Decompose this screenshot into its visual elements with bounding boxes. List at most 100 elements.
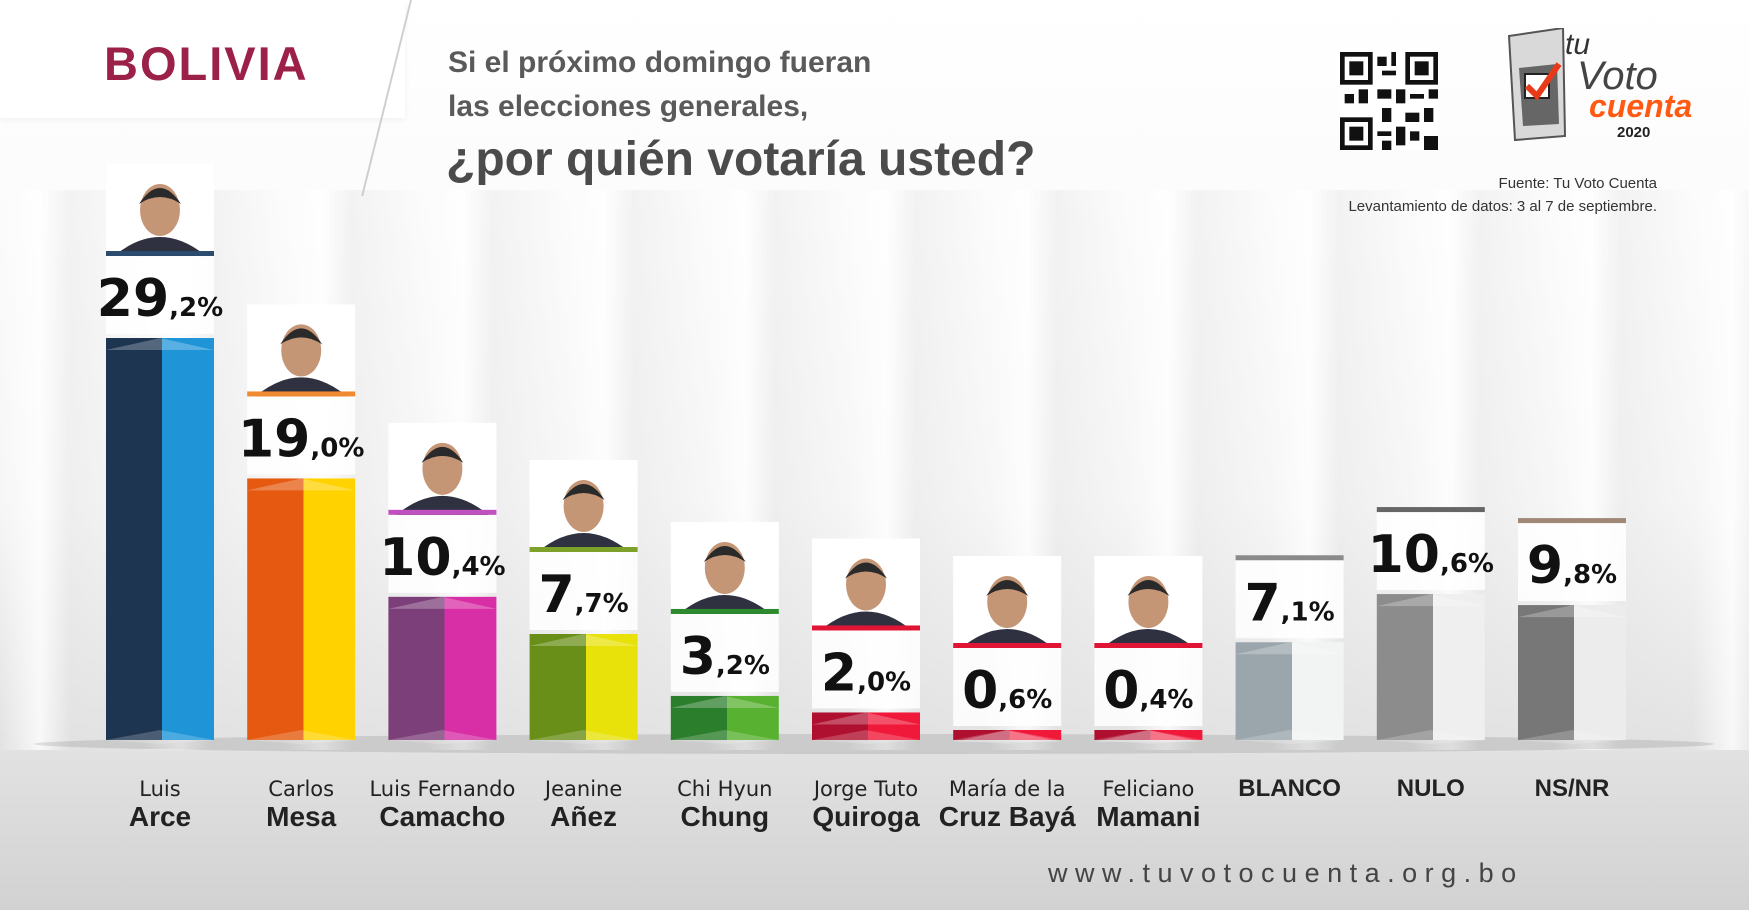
candidate-photo-hair-7 bbox=[1127, 580, 1170, 596]
value-label-whole-2: 10 bbox=[379, 528, 451, 588]
value-label-9: 10,6% bbox=[1368, 525, 1494, 585]
bar-3 bbox=[529, 633, 638, 740]
category-label-line1-5: Jorge Tuto bbox=[813, 777, 919, 801]
candidate-photo-hair-0 bbox=[139, 188, 181, 205]
value-label-decimal-10: ,8% bbox=[1563, 560, 1617, 590]
value-label-whole-3: 7 bbox=[538, 565, 574, 625]
category-label-line2-8: BLANCO bbox=[1238, 775, 1341, 802]
value-label-1: 19,0% bbox=[238, 409, 364, 469]
value-label-10: 9,8% bbox=[1527, 536, 1617, 596]
value-label-bg-10 bbox=[1518, 523, 1626, 602]
value-label-5: 2,0% bbox=[821, 643, 911, 703]
bar-10 bbox=[1518, 605, 1626, 740]
bar-bottom-6 bbox=[953, 730, 1062, 744]
category-label-line2-9: NULO bbox=[1396, 775, 1465, 802]
photo-stripe-1 bbox=[247, 391, 356, 397]
value-label-whole-5: 2 bbox=[821, 643, 857, 703]
question-line-2: las elecciones generales, bbox=[448, 90, 809, 123]
source-line-2: Levantamiento de datos: 3 al 7 de septie… bbox=[1348, 198, 1657, 215]
bar-0 bbox=[106, 338, 214, 740]
bar-top-9 bbox=[1376, 594, 1485, 607]
bar-bottom-4 bbox=[670, 730, 779, 744]
bar-4 bbox=[670, 695, 779, 740]
bar-top-2 bbox=[388, 596, 497, 609]
value-label-decimal-3: ,7% bbox=[575, 589, 629, 619]
bar-1 bbox=[247, 478, 356, 740]
logo-text-tu: tu bbox=[1565, 28, 1591, 61]
value-label-bg-1 bbox=[247, 396, 356, 475]
category-label-line1-2: Luis Fernando bbox=[369, 777, 516, 801]
value-label-whole-0: 29 bbox=[97, 269, 169, 329]
value-label-decimal-8: ,1% bbox=[1281, 597, 1335, 627]
value-label-decimal-7: ,4% bbox=[1139, 685, 1193, 715]
value-label-2: 10,4% bbox=[379, 528, 505, 588]
value-label-bg-9 bbox=[1376, 512, 1485, 591]
category-label-line2-10: NS/NR bbox=[1534, 775, 1610, 802]
value-label-decimal-6: ,6% bbox=[998, 685, 1052, 715]
photo-stripe-6 bbox=[953, 643, 1062, 648]
value-label-bg-8 bbox=[1235, 560, 1344, 639]
footer-url[interactable]: www.tuvotocuenta.org.bo bbox=[1048, 858, 1524, 888]
bar-top-1 bbox=[247, 478, 356, 491]
candidate-photo-hair-4 bbox=[703, 545, 746, 562]
photo-stripe-7 bbox=[1094, 643, 1203, 648]
bar-top-5 bbox=[812, 712, 920, 725]
value-label-7: 0,4% bbox=[1103, 661, 1193, 721]
category-label-line2-1: Mesa bbox=[266, 801, 337, 832]
candidate-photo-hair-3 bbox=[562, 483, 605, 500]
bar-8 bbox=[1235, 642, 1344, 740]
bar-top-8 bbox=[1235, 642, 1344, 655]
bar-top-4 bbox=[670, 695, 779, 708]
value-label-bg-4 bbox=[670, 613, 779, 692]
category-label-line2-6: Cruz Bayá bbox=[938, 801, 1076, 832]
category-label-line2-0: Arce bbox=[128, 801, 192, 832]
value-label-whole-10: 9 bbox=[1527, 536, 1563, 596]
value-label-decimal-1: ,0% bbox=[310, 433, 364, 463]
bar-6 bbox=[953, 730, 1062, 740]
country-panel: BOLIVIA bbox=[0, 0, 405, 118]
category-label-line2-5: Quiroga bbox=[812, 801, 920, 832]
ballot-box-logo-icon: tu Voto cuenta 2020 bbox=[1505, 28, 1692, 146]
category-label-line1-7: Feliciano bbox=[1102, 777, 1195, 801]
value-label-bg-2 bbox=[388, 514, 497, 593]
value-label-bg-5 bbox=[812, 630, 920, 709]
category-label-line1-1: Carlos bbox=[268, 777, 335, 801]
value-label-whole-1: 19 bbox=[238, 409, 310, 469]
bar-bottom-9 bbox=[1376, 730, 1485, 744]
category-label-line2-4: Chung bbox=[680, 801, 770, 832]
question-line-1: Si el próximo domingo fueran bbox=[448, 46, 872, 79]
value-stripe-10 bbox=[1518, 518, 1626, 524]
value-label-decimal-0: ,2% bbox=[169, 293, 223, 323]
value-stripe-9 bbox=[1376, 507, 1485, 513]
value-stripe-8 bbox=[1235, 555, 1344, 561]
value-label-decimal-9: ,6% bbox=[1440, 549, 1494, 579]
category-label-line2-3: Añez bbox=[550, 801, 618, 832]
category-label-line2-2: Camacho bbox=[379, 801, 506, 832]
value-label-whole-4: 3 bbox=[680, 627, 716, 687]
question-line-3: ¿por quién votaría usted? bbox=[446, 133, 1036, 186]
photo-stripe-5 bbox=[812, 625, 920, 631]
value-label-whole-9: 10 bbox=[1368, 525, 1440, 585]
value-label-bg-6 bbox=[953, 648, 1062, 726]
value-label-decimal-5: ,0% bbox=[857, 667, 911, 697]
value-label-whole-6: 0 bbox=[962, 661, 998, 721]
source-note: Fuente: Tu Voto Cuenta Levantamiento de … bbox=[1348, 172, 1657, 218]
bar-9 bbox=[1376, 594, 1485, 740]
logo-text-voto: Voto bbox=[1577, 54, 1658, 98]
photo-stripe-4 bbox=[670, 608, 779, 614]
category-label-line2-7: Mamani bbox=[1096, 801, 1201, 832]
bar-2 bbox=[388, 596, 497, 740]
category-label-line1-0: Luis bbox=[139, 777, 181, 801]
qr-code-icon[interactable] bbox=[1340, 52, 1438, 150]
source-line-1: Fuente: Tu Voto Cuenta bbox=[1498, 175, 1657, 192]
value-label-whole-8: 7 bbox=[1244, 573, 1280, 633]
logo-text-cuenta: cuenta bbox=[1589, 88, 1693, 124]
bar-top-10 bbox=[1518, 605, 1626, 618]
bar-top-7 bbox=[1094, 730, 1203, 742]
bar-bottom-1 bbox=[247, 730, 356, 744]
photo-stripe-2 bbox=[388, 509, 497, 515]
value-label-bg-0 bbox=[106, 256, 214, 335]
value-label-whole-7: 0 bbox=[1103, 661, 1139, 721]
bar-bottom-2 bbox=[388, 730, 497, 744]
